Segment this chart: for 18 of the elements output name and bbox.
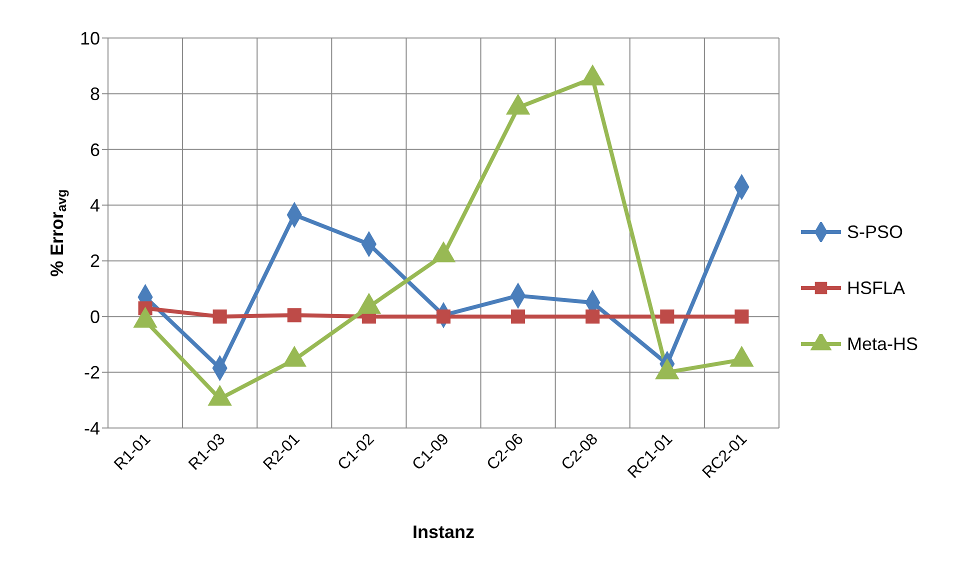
y-tick-label: 6 [90,140,100,160]
point [660,310,674,324]
y-tick-label: 10 [80,28,100,48]
y-tick-label: -4 [84,418,100,438]
legend-label: Meta-HS [846,334,918,354]
legend-label: HSFLA [846,278,906,298]
point [586,310,600,324]
y-tick-label: 2 [90,251,100,272]
x-axis-title: Instanz [412,522,474,542]
y-tick-label: 0 [90,306,100,327]
y-tick-label: 8 [90,84,100,104]
y-tick-label: -2 [84,362,100,383]
point [511,310,526,324]
point [212,310,227,324]
y-tick-label: 4 [90,196,100,216]
legend-label: S-PSO [846,222,903,242]
point [287,308,302,322]
point [734,310,749,324]
